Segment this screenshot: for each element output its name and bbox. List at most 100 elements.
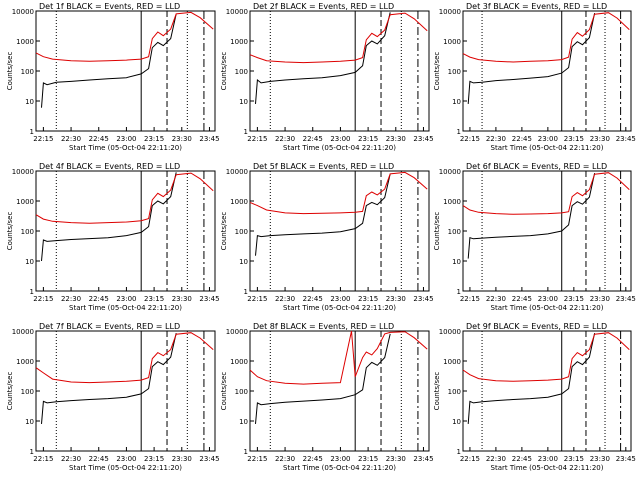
x-tick-label: 22:45 [89, 135, 109, 143]
y-tick-label: 100 [235, 388, 248, 396]
y-axis-label: Counts/sec [6, 212, 14, 251]
x-tick-label: 23:30 [172, 455, 192, 463]
x-tick-label: 22:15 [460, 295, 480, 303]
x-tick-label: 23:45 [199, 455, 219, 463]
x-tick-label: 22:45 [303, 455, 323, 463]
plot-frame [462, 330, 632, 452]
x-tick-label: 22:30 [486, 135, 506, 143]
x-tick-label: 23:00 [538, 135, 558, 143]
x-axis-label: Start Time (05-Oct-04 22:11:20) [283, 464, 396, 472]
events-series-line [41, 172, 177, 262]
events-series-line [467, 332, 596, 424]
lld-series-line [462, 12, 630, 63]
y-tick-label: 10 [25, 98, 34, 106]
lld-series-line [249, 12, 428, 64]
y-axis-label: Counts/sec [6, 372, 14, 411]
y-tick-label: 10 [452, 418, 461, 426]
y-tick-label: 10000 [439, 328, 461, 336]
chart-title: Det 2f BLACK = Events, RED = LLD [253, 2, 394, 11]
events-series-line [255, 333, 391, 424]
chart-title: Det 3f BLACK = Events, RED = LLD [466, 2, 607, 11]
events-series-line [467, 172, 596, 259]
chart-title: Det 8f BLACK = Events, RED = LLD [253, 322, 394, 331]
x-tick-label: 22:45 [89, 455, 109, 463]
y-tick-label: 10000 [12, 168, 34, 176]
y-tick-label: 1 [30, 128, 34, 136]
x-tick-label: 22:30 [275, 295, 295, 303]
chart-title: Det 4f BLACK = Events, RED = LLD [39, 162, 180, 171]
y-tick-label: 1 [457, 128, 461, 136]
x-tick-label: 22:30 [61, 135, 81, 143]
x-tick-label: 23:00 [330, 295, 350, 303]
chart-panel-6: Det 6f BLACK = Events, RED = LLD 1 10 100 10… [433, 162, 636, 312]
x-tick-label: 22:15 [33, 455, 53, 463]
x-axis-label: Start Time (05-Oct-04 22:11:20) [491, 304, 604, 312]
x-tick-label: 22:45 [303, 135, 323, 143]
x-tick-label: 22:30 [61, 455, 81, 463]
chart-panel-1: Det 1f BLACK = Events, RED = LLD 1 10 100 10… [6, 2, 220, 152]
plot-frame [462, 10, 632, 132]
y-axis-label: Counts/sec [220, 212, 228, 251]
events-series-line [467, 12, 596, 104]
y-tick-label: 1000 [16, 358, 34, 366]
x-tick-label: 23:00 [116, 135, 136, 143]
x-tick-label: 23:30 [172, 295, 192, 303]
x-tick-label: 23:30 [172, 135, 192, 143]
x-axis-label: Start Time (05-Oct-04 22:11:20) [69, 304, 182, 312]
y-tick-label: 1 [244, 288, 248, 296]
y-tick-label: 1 [457, 448, 461, 456]
y-axis-label: Counts/sec [6, 52, 14, 91]
x-tick-label: 23:45 [413, 135, 433, 143]
x-tick-label: 23:00 [538, 455, 558, 463]
x-tick-label: 22:15 [460, 135, 480, 143]
y-tick-label: 10000 [226, 8, 248, 16]
events-series-line [41, 13, 177, 108]
chart-panel-8: Det 8f BLACK = Events, RED = LLD 1 10 100 10… [220, 322, 434, 472]
x-tick-label: 23:15 [358, 455, 378, 463]
x-tick-label: 22:30 [61, 295, 81, 303]
y-tick-label: 100 [235, 68, 248, 76]
y-tick-label: 1 [30, 448, 34, 456]
events-series-line [41, 332, 177, 424]
chart-title: Det 6f BLACK = Events, RED = LLD [466, 162, 607, 171]
plot-frame [249, 330, 430, 452]
lld-series-line [249, 171, 428, 215]
y-tick-label: 1000 [16, 198, 34, 206]
x-tick-label: 22:15 [247, 135, 267, 143]
x-tick-label: 23:15 [144, 135, 164, 143]
x-tick-label: 23:00 [330, 455, 350, 463]
x-tick-label: 22:45 [512, 135, 532, 143]
y-tick-label: 10 [239, 418, 248, 426]
y-tick-label: 10000 [226, 168, 248, 176]
x-tick-label: 23:30 [386, 455, 406, 463]
x-tick-label: 23:15 [564, 135, 584, 143]
x-tick-label: 23:15 [358, 295, 378, 303]
lld-series-line [35, 172, 214, 224]
x-tick-label: 23:45 [199, 135, 219, 143]
y-tick-label: 10 [452, 98, 461, 106]
y-axis-label: Counts/sec [433, 52, 441, 91]
x-tick-label: 23:00 [116, 295, 136, 303]
lld-series-line [462, 332, 630, 382]
plot-frame [249, 170, 430, 292]
y-tick-label: 1 [244, 448, 248, 456]
x-tick-label: 22:15 [33, 295, 53, 303]
x-tick-label: 23:45 [413, 455, 433, 463]
lld-series-line [35, 332, 214, 384]
x-tick-label: 23:15 [358, 135, 378, 143]
chart-panel-4: Det 4f BLACK = Events, RED = LLD 1 10 100 10… [6, 162, 220, 312]
y-tick-label: 1000 [16, 38, 34, 46]
x-tick-label: 23:45 [199, 295, 219, 303]
lld-series-line [462, 172, 630, 215]
x-tick-label: 23:30 [386, 135, 406, 143]
x-tick-label: 22:30 [275, 135, 295, 143]
x-tick-label: 22:45 [303, 295, 323, 303]
x-tick-label: 23:30 [590, 455, 610, 463]
chart-panel-9: Det 9f BLACK = Events, RED = LLD 1 10 100 10… [433, 322, 636, 472]
plot-frame [35, 330, 216, 452]
y-tick-label: 10 [239, 258, 248, 266]
x-axis-label: Start Time (05-Oct-04 22:11:20) [69, 464, 182, 472]
y-tick-label: 1000 [443, 198, 461, 206]
y-tick-label: 1 [457, 288, 461, 296]
